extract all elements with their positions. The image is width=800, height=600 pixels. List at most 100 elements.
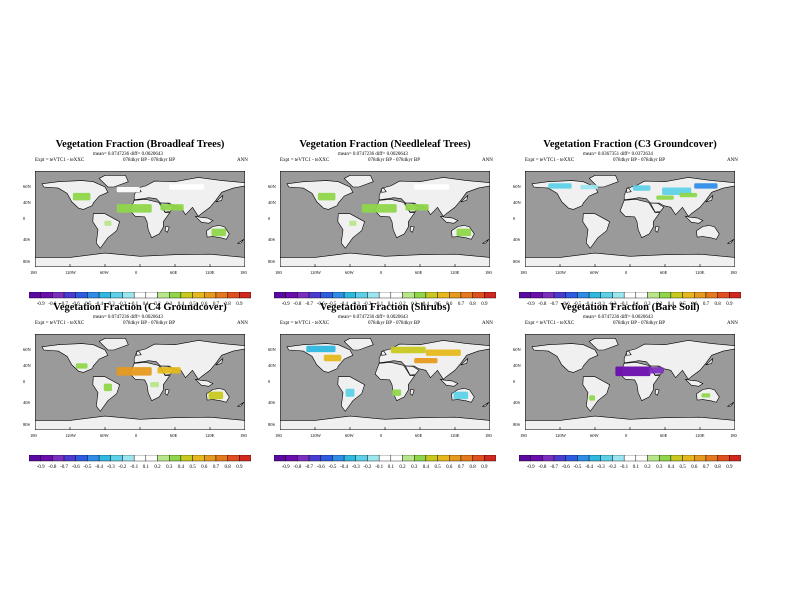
colorbar-swatch — [343, 292, 356, 299]
panel-title: Vegetation Fraction (Needleleaf Trees) — [299, 139, 471, 150]
colorbar-swatch — [472, 292, 485, 299]
colorbar-swatch — [565, 455, 578, 462]
lon-tick-label: 180 — [730, 433, 737, 438]
lon-tick-label: 180 — [30, 433, 37, 438]
lat-tick-label: 40N — [513, 363, 521, 368]
colorbar-swatch — [670, 292, 683, 299]
world-map — [35, 334, 245, 430]
colorbar-label: -0.6 — [316, 465, 325, 470]
colorbar — [29, 455, 251, 462]
lat-tick-label: 60N — [23, 184, 31, 189]
colorbar-label: 0.2 — [154, 465, 161, 470]
colorbar-swatch — [204, 455, 217, 462]
continent-uk — [626, 187, 632, 193]
colorbar-swatch — [52, 455, 65, 462]
continent-japan — [705, 194, 714, 203]
anomaly-patch — [211, 228, 227, 237]
colorbar-labels: -0.9 -0.8 -0.7 -0.6 -0.5 -0.4 -0.3 -0.2 -0.1 0.1 0… — [260, 302, 510, 310]
colorbar-label: 0.3 — [411, 465, 418, 470]
anomaly-patch — [72, 192, 91, 201]
colorbar-swatch — [297, 292, 310, 299]
panel-season: ANN — [727, 321, 738, 326]
colorbar-swatch — [133, 455, 147, 462]
colorbar-label: 0.6 — [691, 302, 698, 307]
colorbar-swatch — [192, 455, 205, 462]
panel-season: ANN — [237, 321, 248, 326]
colorbar-swatch — [705, 455, 718, 462]
anomaly-patch — [103, 383, 112, 392]
colorbar-label: 0.2 — [399, 465, 406, 470]
lon-tick-label: 180 — [485, 270, 492, 275]
colorbar-label: 0.4 — [177, 465, 185, 470]
continent-uk — [381, 187, 387, 193]
colorbar — [519, 455, 741, 462]
lat-tick-label: 60N — [23, 347, 31, 352]
continent-madagascar — [164, 389, 170, 396]
colorbar-swatch — [169, 292, 182, 299]
colorbar-label: 0.9 — [726, 302, 733, 307]
colorbar-label: -0.3 — [351, 465, 360, 470]
continent-japan — [460, 357, 469, 366]
lon-tick-label: 120E — [695, 433, 705, 438]
colorbar-swatch — [659, 292, 672, 299]
panel-season: ANN — [237, 158, 248, 163]
colorbar-label: 0.7 — [457, 465, 465, 470]
colorbar-swatch — [87, 292, 100, 299]
colorbar-label: -0.6 — [316, 302, 325, 307]
colorbar-swatch — [460, 455, 473, 462]
colorbar-swatch — [378, 455, 392, 462]
lon-tick-label: 60W — [100, 433, 109, 438]
lat-tick-label: 40S — [23, 400, 31, 406]
lat-tick-label: 80S — [513, 258, 521, 264]
world-map — [280, 171, 490, 267]
colorbar-label: -0.3 — [596, 465, 605, 470]
anomaly-patch — [589, 395, 595, 401]
continent-antarctica — [280, 415, 490, 430]
map-panel-c4-groundcover: Vegetation Fraction (C4 Groundcover) mea… — [15, 302, 265, 472]
lon-tick-label: 180 — [520, 433, 527, 438]
lon-tick-label: 120E — [205, 433, 215, 438]
panel-season: ANN — [482, 158, 493, 163]
lon-tick-label: 60E — [415, 270, 423, 275]
colorbar-label: 0.7 — [457, 302, 465, 307]
map-panel-broadleaf-trees: Vegetation Fraction (Broadleaf Trees) me… — [15, 139, 265, 309]
lat-tick-label: 40N — [513, 200, 521, 205]
colorbar-label: -0.5 — [328, 465, 337, 470]
continent-greenland — [98, 175, 129, 188]
colorbar-label: 0.8 — [224, 465, 231, 470]
colorbar-swatch — [577, 292, 590, 299]
colorbar-swatch — [600, 455, 613, 462]
anomaly-patch — [116, 204, 152, 213]
colorbar-swatch — [588, 292, 601, 299]
colorbar-label: 0.8 — [714, 465, 721, 470]
colorbar-label: -0.3 — [596, 302, 605, 307]
lat-tick-label: 60N — [513, 347, 521, 352]
panel-period: 0784kyr BP - 0784kyr BP — [613, 158, 666, 163]
colorbar-label: 0.7 — [702, 465, 710, 470]
colorbar-label: 0.9 — [481, 465, 488, 470]
colorbar-swatch — [612, 455, 625, 462]
anomaly-patch — [361, 204, 397, 213]
colorbar-label: 0.1 — [142, 302, 149, 307]
panel-expt: Expt = teVTC1 - teXXC — [525, 158, 575, 163]
colorbar-swatch — [122, 292, 135, 299]
colorbar-label: -0.1 — [375, 465, 384, 470]
lon-tick-label: 180 — [30, 270, 37, 275]
map-panel-needleleaf-trees: Vegetation Fraction (Needleleaf Trees) m… — [260, 139, 510, 309]
lon-tick-label: 120W — [65, 270, 76, 275]
continent-new-zealand — [727, 402, 735, 407]
colorbar-swatch — [367, 292, 380, 299]
continent-indonesia — [439, 215, 459, 224]
colorbar-swatch — [530, 292, 543, 299]
lon-tick-label: 60W — [345, 270, 354, 275]
anomaly-patch — [104, 220, 112, 226]
colorbar-swatch — [52, 292, 65, 299]
continent-indonesia — [684, 378, 704, 387]
colorbar-label: -0.5 — [328, 302, 337, 307]
colorbar-label: 0.8 — [224, 302, 231, 307]
lon-tick-label: 60W — [100, 270, 109, 275]
colorbar-swatch — [308, 292, 321, 299]
lat-tick-label: 0 — [268, 379, 271, 384]
colorbar-label: 0.2 — [644, 302, 651, 307]
colorbar-label: 0.1 — [387, 302, 394, 307]
